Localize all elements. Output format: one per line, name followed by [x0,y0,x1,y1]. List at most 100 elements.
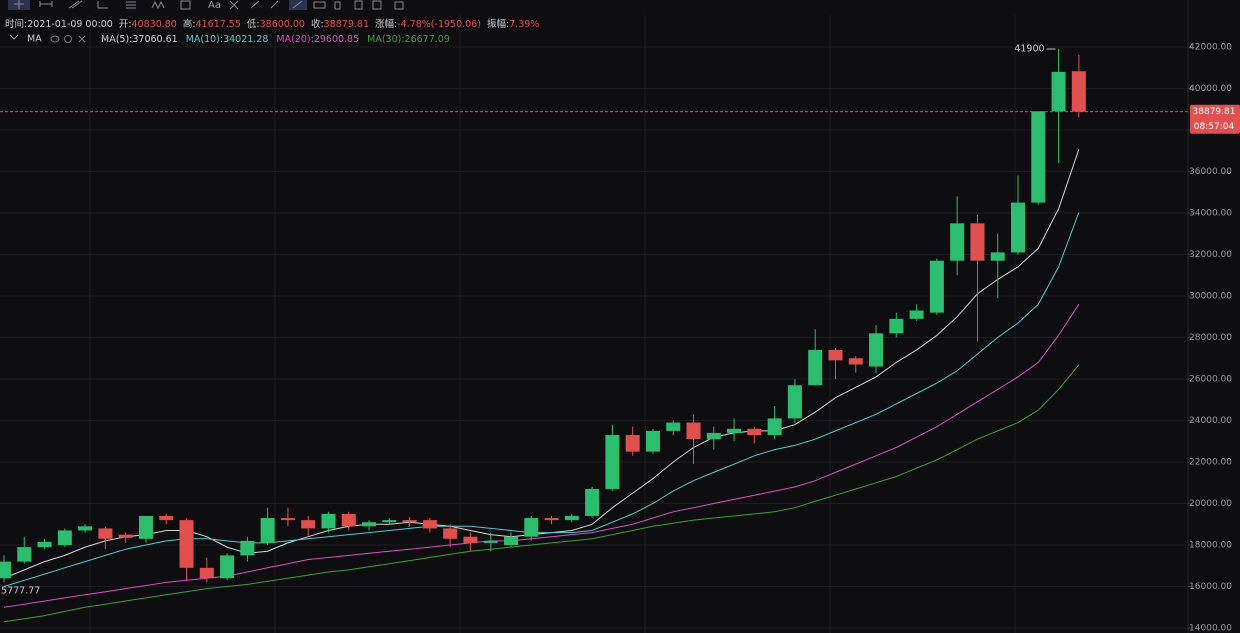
candle-body [970,223,985,261]
candle-body [950,223,965,261]
y-tick-label: 36000.00 [1189,167,1232,177]
y-tick-label: 18000.00 [1189,541,1232,551]
y-tick-label: 20000.00 [1189,499,1232,509]
candle-body [280,518,295,521]
header-value: -4.78%(-1950.06) [397,19,481,30]
candle-body [321,513,336,529]
header-label: 低: [247,18,260,30]
candle-body [240,540,255,556]
eye-icon[interactable] [50,35,60,43]
tool-text[interactable]: Aa [208,0,221,11]
y-tick-label: 30000.00 [1189,291,1232,301]
header-value: 40830.80 [132,19,177,30]
candle-body [848,358,863,365]
candle-body [767,418,782,436]
tool-brush[interactable] [250,0,260,9]
candle-body [869,333,884,367]
candle-body [747,428,762,436]
y-tick-label: 14000.00 [1189,624,1232,633]
candle-body [1051,71,1066,112]
tool-lines[interactable] [126,1,136,9]
tool-wave[interactable] [151,0,165,10]
tool-measure[interactable] [313,1,326,9]
grid [0,15,1188,633]
legend-entry: MA(5):37060.61 [101,34,178,45]
legend-entry: MA(20):29600.85 [276,34,359,45]
candle-body [98,528,113,539]
candle-body [1011,202,1025,253]
candle-body [889,318,904,334]
y-tick-label: 28000.00 [1189,333,1232,343]
candle-body [909,310,924,319]
header-label: 收: [311,18,324,30]
legend-entry: MA(10):34021.28 [186,34,269,45]
candle-body [179,520,194,568]
candle-body [260,518,275,543]
toolbar [8,0,404,10]
y-tick-label: 22000.00 [1189,458,1232,468]
candle-body [828,349,843,361]
y-tick-label: 26000.00 [1189,374,1232,384]
candle-body [382,520,397,523]
tool-trend[interactable] [68,0,83,9]
candle-body [990,252,1005,261]
collapse-icon[interactable] [9,34,19,40]
candle-body [199,567,214,579]
candle-body [1031,111,1046,203]
candle-body [362,522,377,527]
candle-body [220,555,235,579]
indicator-icons [50,35,86,43]
tool-angle[interactable] [97,1,108,9]
header-label: 涨幅: [375,18,397,30]
y-tick-label: 34000.00 [1189,208,1232,218]
candle-body [57,530,72,546]
ohlc-header: 时间:2021-01-09 00:00 开:40830.80 高:41617.55 低… [5,18,539,30]
candle-body [443,528,458,539]
candle-body [37,541,52,548]
candle-body [645,430,660,452]
header-label: 开: [119,19,132,30]
candle-body [341,513,356,527]
y-tick-label: 40000.00 [1189,84,1232,94]
tool-cross[interactable] [14,0,24,9]
ma-line [3,304,1080,608]
candle-body [625,435,640,452]
tool-ruler[interactable] [270,0,279,9]
header-label: 振幅: [487,18,509,30]
candle-body [301,520,316,529]
countdown: 08:57:04 [1194,122,1235,132]
close-icon[interactable] [78,35,86,43]
candle-body [159,515,174,521]
candle-body [524,518,539,537]
tool-box[interactable] [180,0,191,10]
candle-body [544,518,559,521]
tool-magnet[interactable] [289,0,307,10]
header-value: 38600.00 [260,19,305,30]
max-marker-label: 41900 [1014,44,1044,55]
y-tick-label: 42000.00 [1189,42,1232,52]
tool-pattern[interactable] [229,0,239,10]
candle-body [605,435,620,489]
candle-body [585,488,600,516]
candle-body [0,561,11,579]
candle-body [504,536,518,546]
y-tick-label: 32000.00 [1189,250,1232,260]
y-tick-label: 24000.00 [1189,416,1232,426]
candle-body [402,520,417,523]
y-tick-label: 16000.00 [1189,582,1232,592]
candle-body [118,534,133,538]
tool-magnet-icon[interactable] [292,0,303,9]
candle-body [463,536,478,543]
ma-legend: MA(5):37060.61 MA(10):34021.28 MA(20):2960… [101,34,450,45]
settings-icon[interactable] [64,35,72,43]
candle-body [78,526,93,531]
min-marker-label: 15777.77 [0,586,40,597]
candle-body [1071,71,1086,112]
candle-body [483,540,498,543]
tool-hline[interactable] [39,1,53,7]
tool-misc[interactable] [334,0,404,10]
candle-body [727,428,742,433]
